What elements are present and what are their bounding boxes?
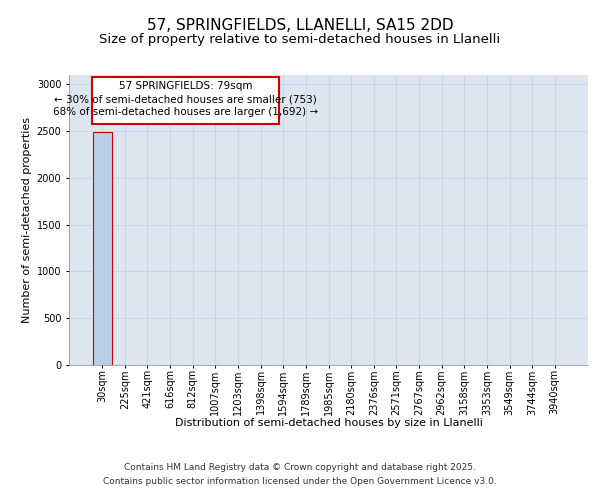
Text: 68% of semi-detached houses are larger (1,692) →: 68% of semi-detached houses are larger (… (53, 108, 318, 118)
Text: 57 SPRINGFIELDS: 79sqm: 57 SPRINGFIELDS: 79sqm (119, 80, 252, 90)
Text: 57, SPRINGFIELDS, LLANELLI, SA15 2DD: 57, SPRINGFIELDS, LLANELLI, SA15 2DD (146, 18, 454, 32)
Bar (92, 132, 112, 365)
X-axis label: Distribution of semi-detached houses by size in Llanelli: Distribution of semi-detached houses by … (175, 418, 482, 428)
Bar (92, 78, 279, 124)
Text: Contains HM Land Registry data © Crown copyright and database right 2025.: Contains HM Land Registry data © Crown c… (124, 464, 476, 472)
Text: ← 30% of semi-detached houses are smaller (753): ← 30% of semi-detached houses are smalle… (54, 94, 317, 104)
Text: Contains public sector information licensed under the Open Government Licence v3: Contains public sector information licen… (103, 477, 497, 486)
Text: Size of property relative to semi-detached houses in Llanelli: Size of property relative to semi-detach… (100, 32, 500, 46)
Y-axis label: Number of semi-detached properties: Number of semi-detached properties (22, 117, 32, 323)
